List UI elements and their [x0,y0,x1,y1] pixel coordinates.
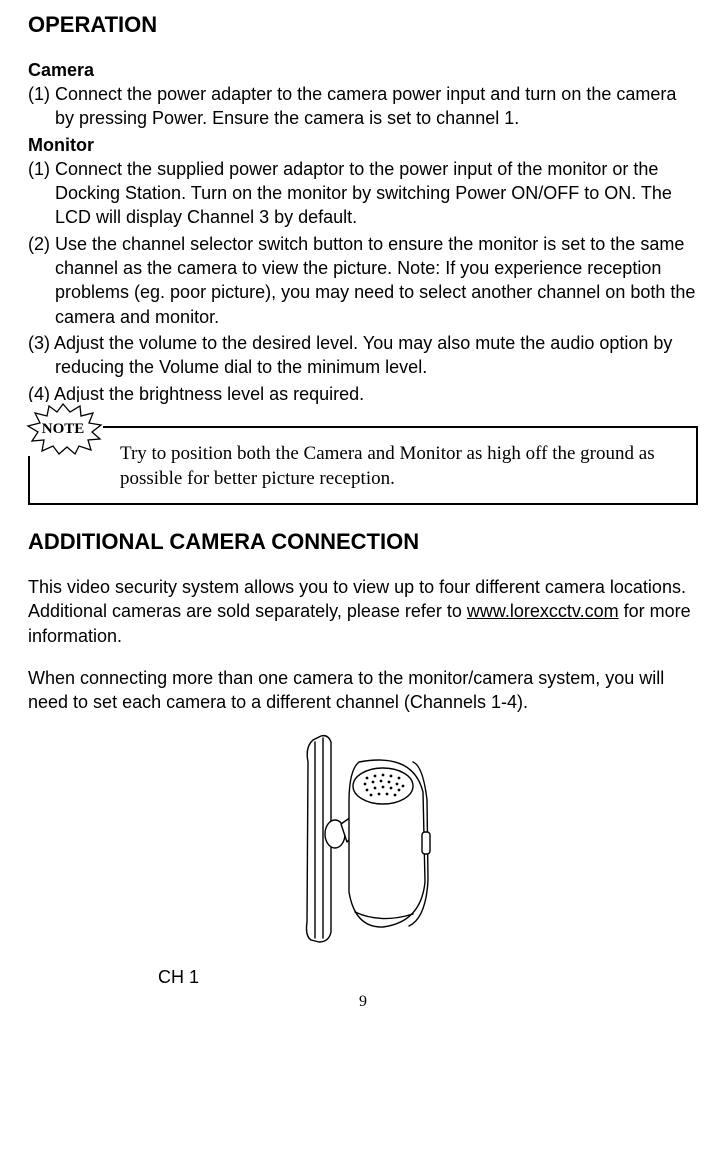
camera-illustration [263,722,463,952]
monitor-item-2: (2) Use the channel selector switch butt… [28,232,698,329]
additional-para-1: This video security system allows you to… [28,575,698,648]
channel-label: CH 1 [158,965,698,989]
note-box: Try to position both the Camera and Moni… [28,426,698,505]
monitor-item-3: (3) Adjust the volume to the desired lev… [28,331,698,380]
monitor-item-1: (1) Connect the supplied power adaptor t… [28,157,698,230]
camera-subheading: Camera [28,58,698,82]
note-badge-text: NOTE [42,419,85,439]
additional-para-2: When connecting more than one camera to … [28,666,698,715]
lorex-link[interactable]: www.lorexcctv.com [467,601,619,621]
operation-heading: OPERATION [28,10,698,40]
additional-heading: ADDITIONAL CAMERA CONNECTION [28,527,698,557]
monitor-subheading: Monitor [28,133,698,157]
camera-item-1: (1) Connect the power adapter to the cam… [28,82,698,131]
note-container: NOTE Try to position both the Camera and… [28,426,698,505]
note-badge: NOTE [23,402,103,456]
page-number: 9 [28,991,698,1013]
camera-figure [28,722,698,958]
monitor-item-4: (4) Adjust the brightness level as requi… [28,382,698,406]
